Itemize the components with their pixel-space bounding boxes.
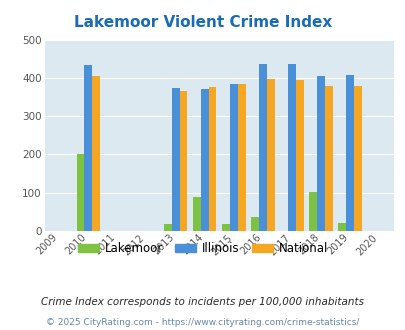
Text: © 2025 CityRating.com - https://www.cityrating.com/crime-statistics/: © 2025 CityRating.com - https://www.city… [46,318,359,327]
Bar [295,80,303,231]
Text: Lakemoor Violent Crime Index: Lakemoor Violent Crime Index [74,15,331,30]
Bar [266,79,274,231]
Bar [208,87,216,231]
Text: Crime Index corresponds to incidents per 100,000 inhabitants: Crime Index corresponds to incidents per… [41,297,364,307]
Bar [316,76,324,231]
Bar [287,64,295,231]
Bar [258,64,266,231]
Bar [250,217,258,231]
Bar [345,75,353,231]
Bar [76,154,84,231]
Bar [309,192,316,231]
Bar [92,76,100,231]
Bar [353,86,361,231]
Bar [200,89,208,231]
Bar [84,65,92,231]
Bar [337,223,345,231]
Bar [179,90,187,231]
Bar [324,86,332,231]
Bar [192,197,200,231]
Bar [222,224,229,231]
Bar [171,88,179,231]
Bar [229,84,237,231]
Bar [237,84,245,231]
Legend: Lakemoor, Illinois, National: Lakemoor, Illinois, National [73,237,332,260]
Bar [163,224,171,231]
